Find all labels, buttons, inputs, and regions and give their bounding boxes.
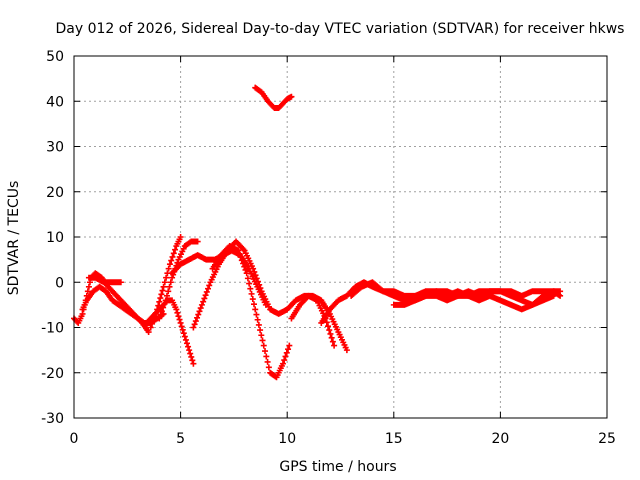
data-point-markers	[252, 84, 295, 112]
x-tick-label: 5	[176, 431, 185, 447]
chart-title: Day 012 of 2026, Sidereal Day-to-day VTE…	[56, 21, 625, 37]
series-track-climb-a	[147, 234, 184, 331]
series-track-top-arc	[252, 84, 295, 112]
x-tick-label: 10	[278, 431, 296, 447]
y-tick-label: 10	[46, 230, 64, 246]
data-layer	[71, 84, 564, 381]
data-point-markers	[85, 274, 124, 286]
y-tick-label: 0	[55, 275, 64, 291]
data-point-markers	[147, 234, 184, 331]
x-tick-label: 25	[598, 431, 616, 447]
series-track-late-b	[390, 288, 564, 308]
y-tick-label: -10	[41, 321, 64, 337]
series-track-early-c	[85, 274, 124, 286]
y-tick-label: -30	[41, 411, 64, 427]
data-point-markers	[390, 288, 564, 308]
x-axis-label: GPS time / hours	[279, 459, 396, 475]
y-tick-label: -20	[41, 366, 64, 382]
x-tick-label: 0	[70, 431, 79, 447]
x-tick-label: 15	[385, 431, 403, 447]
y-tick-label: 40	[46, 94, 64, 110]
y-axis-label: SDTVAR / TECUs	[6, 181, 22, 296]
plot-area-border	[73, 55, 608, 419]
y-tick-label: 30	[46, 140, 64, 156]
y-tick-label: 20	[46, 185, 64, 201]
data-point-markers	[209, 243, 293, 381]
x-tick-label: 20	[491, 431, 509, 447]
grid-layer	[74, 56, 607, 418]
y-tick-label: 50	[46, 49, 64, 65]
series-track-deep-dip	[209, 243, 293, 381]
